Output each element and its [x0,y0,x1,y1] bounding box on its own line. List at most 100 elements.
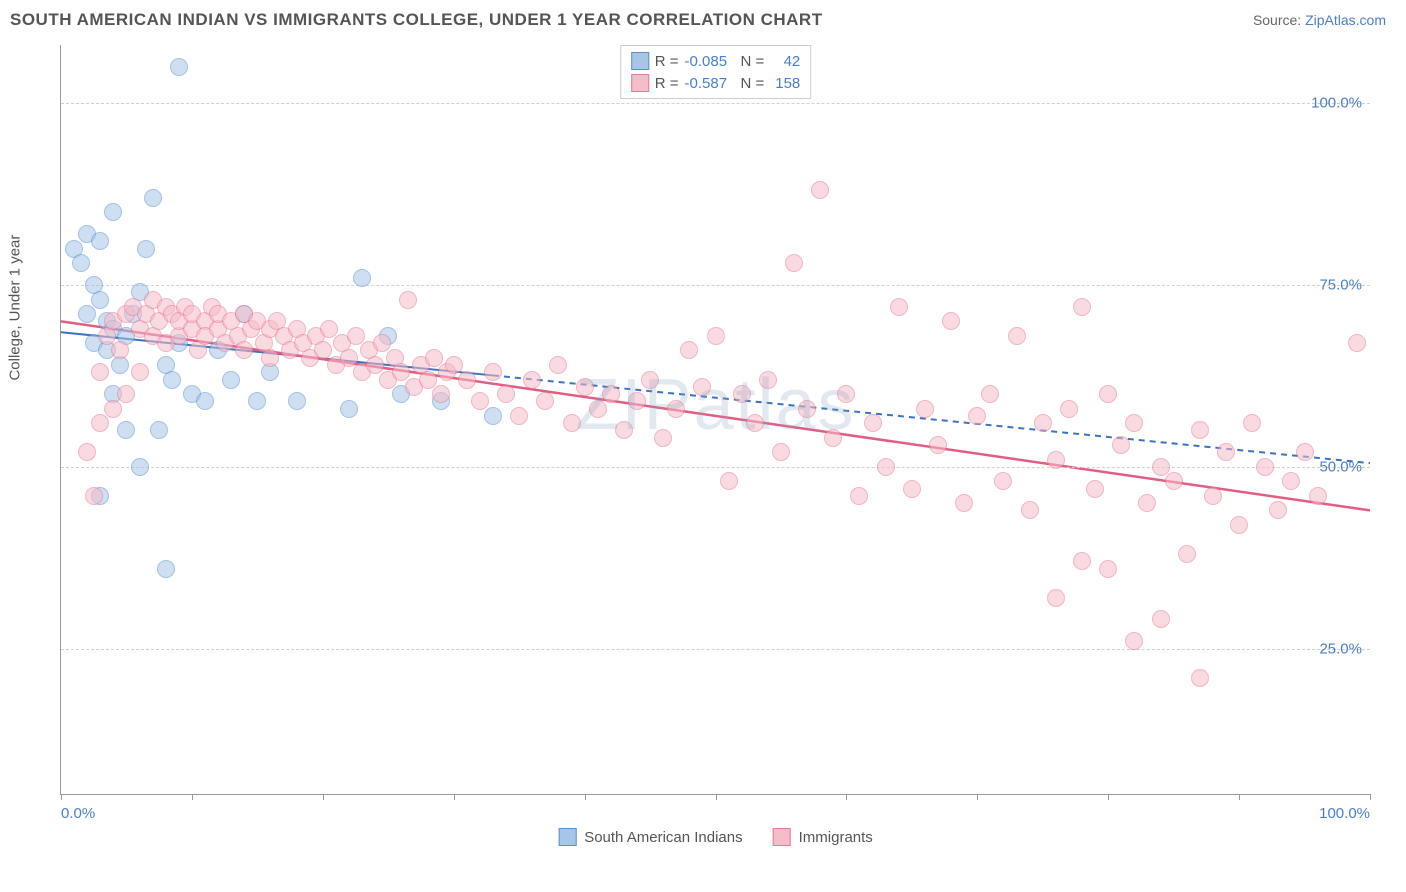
legend-swatch [631,74,649,92]
data-point [837,385,855,403]
data-point [850,487,868,505]
data-point [615,421,633,439]
x-tick [192,794,193,800]
data-point [484,363,502,381]
data-point [1099,560,1117,578]
gridline [61,103,1370,104]
legend-correlation: R =-0.085N =42R =-0.587N =158 [620,45,812,99]
data-point [419,371,437,389]
data-point [811,181,829,199]
data-point [85,487,103,505]
data-point [425,349,443,367]
x-tick [1239,794,1240,800]
data-point [484,407,502,425]
data-point [1021,501,1039,519]
data-point [1348,334,1366,352]
data-point [131,363,149,381]
data-point [929,436,947,454]
x-tick [977,794,978,800]
data-point [340,400,358,418]
data-point [235,341,253,359]
legend-series-item: South American Indians [558,828,742,846]
data-point [1230,516,1248,534]
gridline [61,467,1370,468]
data-point [523,371,541,389]
data-point [1008,327,1026,345]
data-point [1204,487,1222,505]
data-point [667,400,685,418]
data-point [916,400,934,418]
data-point [432,385,450,403]
source-link[interactable]: ZipAtlas.com [1305,12,1386,28]
data-point [1217,443,1235,461]
data-point [798,400,816,418]
legend-correlation-row: R =-0.085N =42 [631,50,801,72]
x-tick [1108,794,1109,800]
data-point [733,385,751,403]
data-point [157,560,175,578]
x-tick [585,794,586,800]
data-point [772,443,790,461]
data-point [91,363,109,381]
y-tick-label: 100.0% [1311,95,1362,112]
data-point [994,472,1012,490]
data-point [373,334,391,352]
data-point [1112,436,1130,454]
x-tick [454,794,455,800]
data-point [589,400,607,418]
data-point [144,189,162,207]
data-point [563,414,581,432]
y-tick-label: 25.0% [1319,640,1362,657]
data-point [746,414,764,432]
data-point [759,371,777,389]
data-point [549,356,567,374]
data-point [320,320,338,338]
data-point [347,327,365,345]
data-point [1269,501,1287,519]
data-point [955,494,973,512]
plot-area: ZIPatlas R =-0.085N =42R =-0.587N =158 S… [60,45,1370,795]
data-point [497,385,515,403]
data-point [1282,472,1300,490]
data-point [641,371,659,389]
data-point [1296,443,1314,461]
data-point [196,392,214,410]
data-point [1034,414,1052,432]
data-point [392,363,410,381]
data-point [680,341,698,359]
data-point [366,356,384,374]
data-point [72,254,90,272]
legend-swatch [558,828,576,846]
legend-series-item: Immigrants [773,828,873,846]
data-point [1309,487,1327,505]
data-point [824,429,842,447]
data-point [137,240,155,258]
data-point [117,421,135,439]
data-point [1178,545,1196,563]
x-tick-label: 100.0% [1319,805,1370,822]
data-point [1073,552,1091,570]
data-point [1125,632,1143,650]
data-point [693,378,711,396]
x-tick [846,794,847,800]
x-tick [716,794,717,800]
y-tick-label: 50.0% [1319,458,1362,475]
x-tick [61,794,62,800]
data-point [91,414,109,432]
data-point [1047,451,1065,469]
data-point [903,480,921,498]
data-point [576,378,594,396]
data-point [942,312,960,330]
gridline [61,285,1370,286]
data-point [1086,480,1104,498]
data-point [288,392,306,410]
data-point [628,392,646,410]
data-point [510,407,528,425]
data-point [91,291,109,309]
y-tick-label: 75.0% [1319,276,1362,293]
data-point [458,371,476,389]
data-point [864,414,882,432]
data-point [1191,669,1209,687]
data-point [248,392,266,410]
data-point [877,458,895,476]
